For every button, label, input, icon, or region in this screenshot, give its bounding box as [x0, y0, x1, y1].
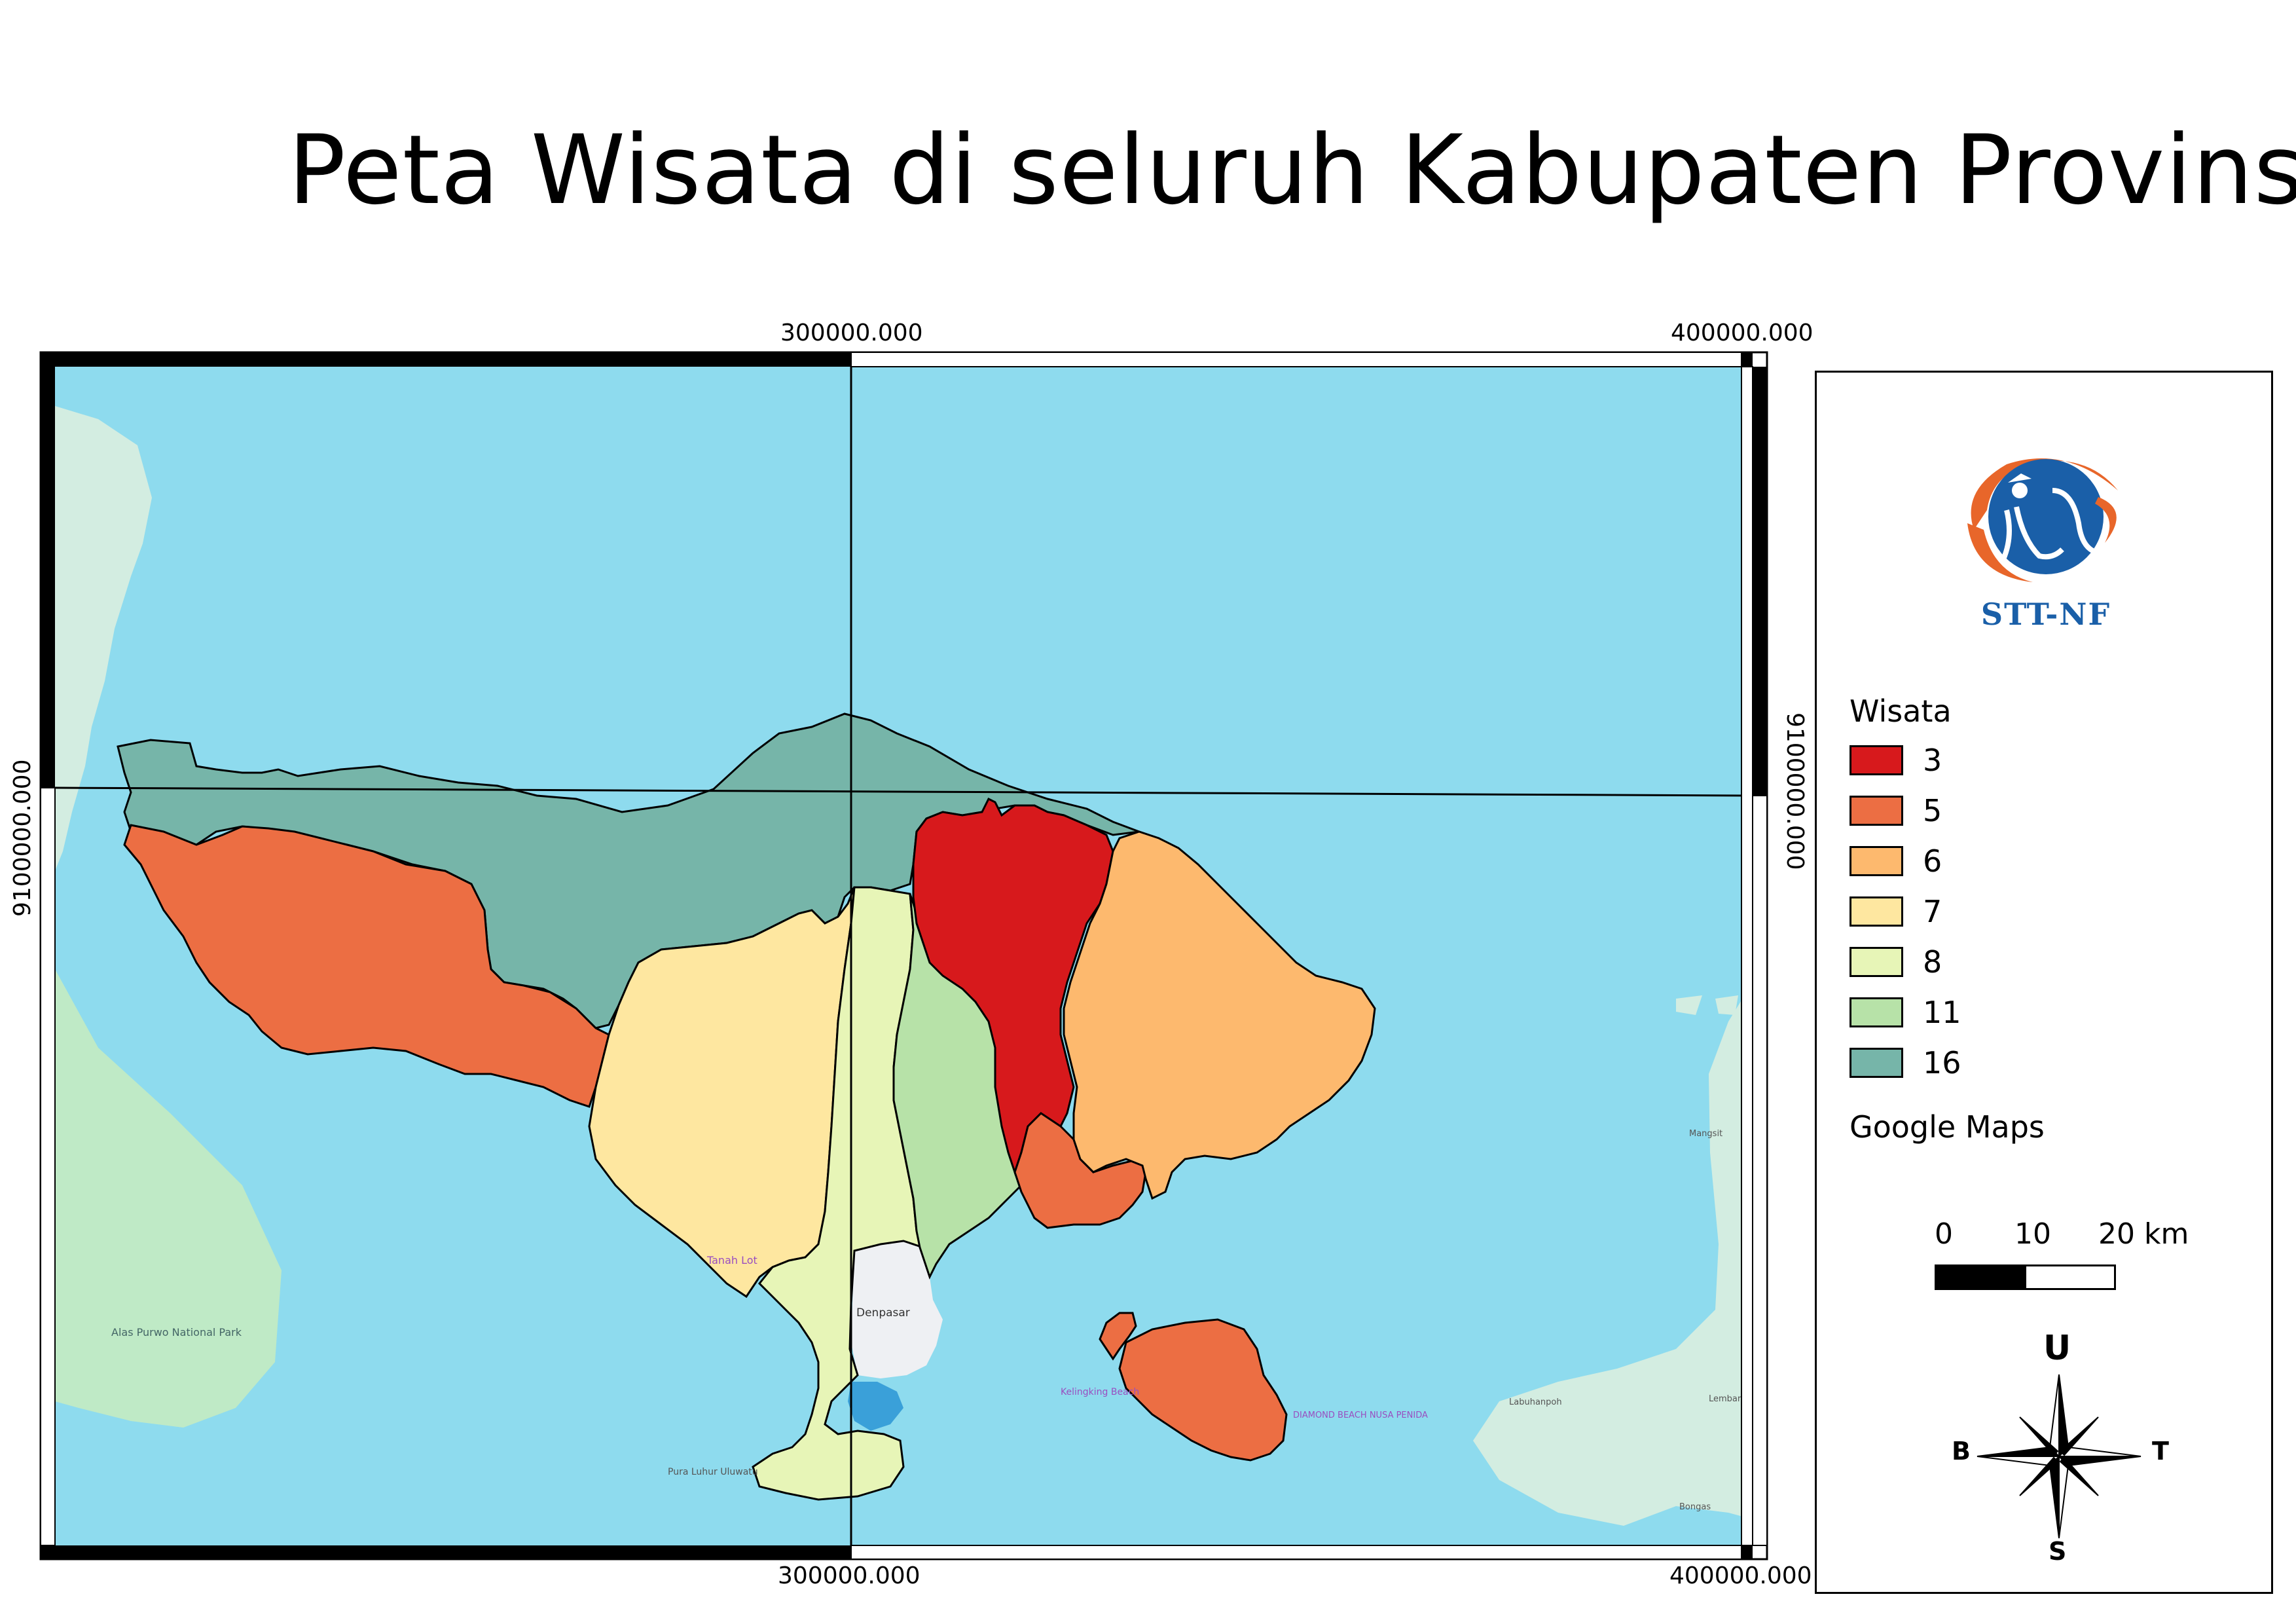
legend-label: 3 [1923, 743, 1942, 778]
scale-label-20km: 20 km [2098, 1217, 2189, 1251]
legend-swatch [1850, 997, 1903, 1027]
compass-north-label: U [2043, 1329, 2071, 1368]
place-label: Lembar [1709, 1394, 1741, 1404]
legend-label: 5 [1923, 793, 1942, 828]
place-label: Bongas [1679, 1502, 1711, 1512]
compass-west-label: B [1952, 1437, 1971, 1466]
legend-item: 16 [1850, 1045, 1961, 1080]
legend-item: 5 [1850, 793, 1942, 828]
stt-nf-logo [1967, 458, 2118, 582]
legend-item: 8 [1850, 944, 1942, 980]
x-coord-label-bottom-400000: 400000.000 [1669, 1562, 1812, 1589]
place-label: Kelingking Beach [1061, 1387, 1139, 1397]
legend-item: 6 [1850, 843, 1942, 879]
logo-text: STT-NF [1980, 597, 2111, 632]
legend-panel: STT-NF Wisata 3 5 6 7 8 11 16 Google Map… [1815, 371, 2273, 1594]
y-coord-label-left: 9100000.000 [9, 759, 36, 917]
legend-swatch [1850, 947, 1903, 977]
denpasar-urban [851, 1241, 943, 1378]
java-land-south [55, 969, 282, 1428]
legend-item: 11 [1850, 995, 1961, 1030]
x-coord-label-bottom-300000: 300000.000 [778, 1562, 920, 1589]
region-5-nusa-penida [1118, 1318, 1288, 1462]
legend-swatch [1850, 846, 1903, 876]
north-arrow-icon [1977, 1374, 2141, 1539]
legend-label: 6 [1923, 843, 1942, 879]
legend-item: 7 [1850, 894, 1942, 929]
region-3 [912, 797, 1114, 1175]
place-label: Mangsit [1689, 1129, 1722, 1139]
place-label: Pura Luhur Uluwatu [668, 1467, 758, 1477]
legend-swatch [1850, 1048, 1903, 1078]
place-label: Tanah Lot [706, 1254, 757, 1266]
basemap-source-label: Google Maps [1850, 1109, 2045, 1145]
scale-bar [1935, 1264, 2116, 1290]
place-label: DIAMOND BEACH NUSA PENIDA [1293, 1411, 1428, 1420]
legend-label: 11 [1923, 995, 1961, 1030]
java-land [55, 406, 152, 871]
region-5-nusa-lembongan [1099, 1312, 1137, 1361]
legend-title: Wisata [1850, 693, 1952, 729]
legend-swatch [1850, 796, 1903, 826]
compass-east-label: T [2152, 1437, 2169, 1466]
place-label: Alas Purwo National Park [111, 1326, 242, 1338]
serangan-water [848, 1382, 903, 1431]
region-6 [1063, 830, 1376, 1200]
x-coord-label-top-400000: 400000.000 [1671, 320, 1813, 346]
place-label: Labuhanpoh [1509, 1397, 1562, 1407]
legend-swatch [1850, 896, 1903, 927]
legend-item: 3 [1850, 743, 1942, 778]
x-coord-label-top-300000: 300000.000 [780, 320, 923, 346]
scale-label-0: 0 [1935, 1217, 1953, 1251]
legend-label: 16 [1923, 1045, 1961, 1080]
legend-label: 8 [1923, 944, 1942, 980]
grid-line-y-9100000 [54, 786, 1753, 797]
legend-label: 7 [1923, 894, 1942, 929]
legend-swatch [1850, 745, 1903, 775]
lombok-north-bits [1676, 995, 1738, 1015]
scale-label-10: 10 [2014, 1217, 2051, 1251]
place-label: Denpasar [856, 1306, 910, 1320]
map-title: Peta Wisata di seluruh Kabupaten Provins… [288, 115, 2296, 226]
y-coord-label-right: 9100000.000 [1781, 712, 1808, 870]
compass-south-label: S [2049, 1537, 2067, 1566]
lombok-land [1473, 982, 1753, 1526]
